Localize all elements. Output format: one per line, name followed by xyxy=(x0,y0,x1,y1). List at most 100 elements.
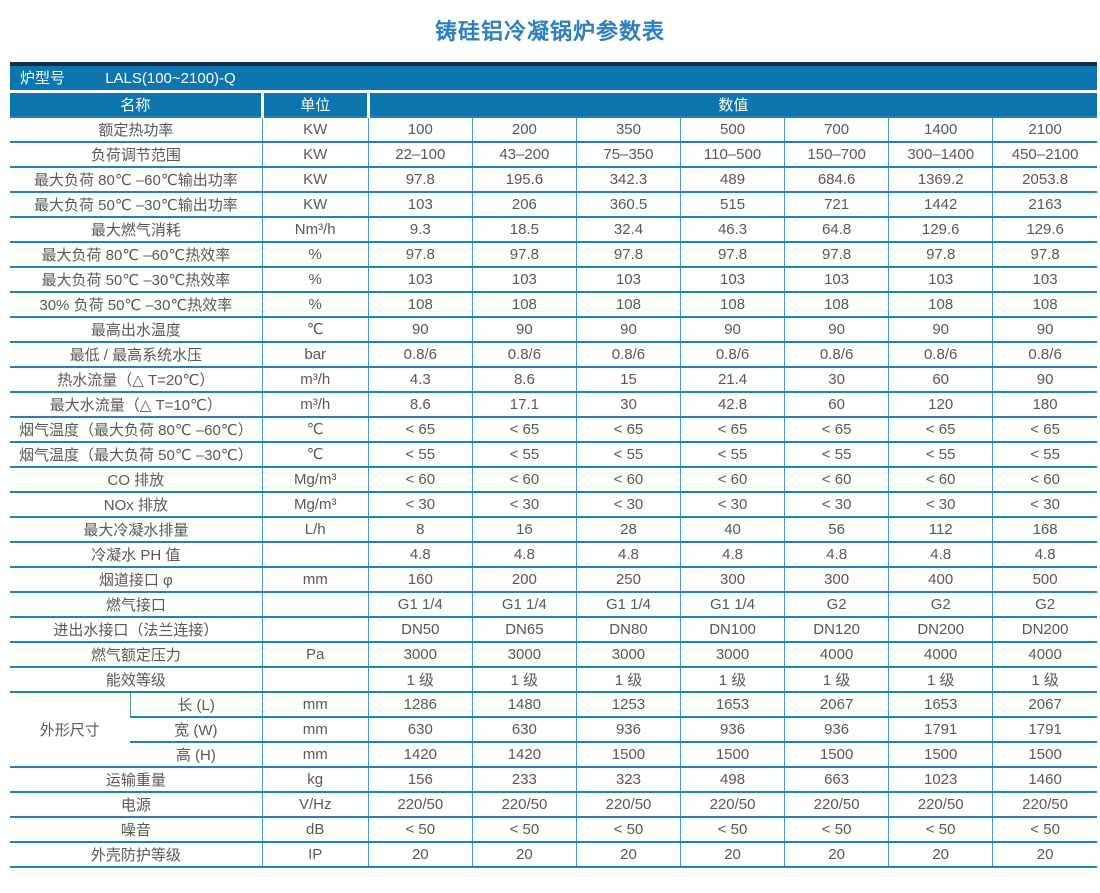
value-cell: 1 级 xyxy=(679,665,785,693)
unit-cell xyxy=(261,615,369,643)
value-cell: 90 xyxy=(992,315,1097,343)
value-cell: 112 xyxy=(888,515,993,543)
value-cell: 500 xyxy=(679,115,785,143)
value-cell: 108 xyxy=(367,290,473,318)
value-cell: G1 1/4 xyxy=(679,590,785,618)
value-cell: DN65 xyxy=(471,615,577,643)
value-cell: 721 xyxy=(784,190,889,218)
value-cell: 97.8 xyxy=(992,240,1097,268)
value-cell: 4000 xyxy=(992,640,1097,668)
value-cell: 1253 xyxy=(575,690,681,718)
row-name-cell: 运输重量 xyxy=(10,765,263,793)
table-row: 额定热功率 KW 100 200 350 500 700 1400 2100 xyxy=(10,115,1097,143)
value-cell: DN120 xyxy=(784,615,889,643)
value-cell: < 30 xyxy=(471,490,577,518)
value-cell: 4.8 xyxy=(784,540,889,568)
value-cell: 15 xyxy=(575,365,681,393)
value-cell: 108 xyxy=(784,290,889,318)
value-cell: < 55 xyxy=(888,440,993,468)
value-cell: 233 xyxy=(471,765,577,793)
value-cell: < 30 xyxy=(679,490,785,518)
value-cell: 342.3 xyxy=(575,165,681,193)
value-cell: 200 xyxy=(471,115,577,143)
value-cell: 0.8/6 xyxy=(367,340,473,368)
value-cell: 300 xyxy=(679,565,785,593)
unit-cell: % xyxy=(261,290,369,318)
value-cell: 8.6 xyxy=(471,365,577,393)
column-header-row: 名称 单位 数值 xyxy=(10,89,1097,117)
value-cell: < 55 xyxy=(575,440,681,468)
row-name-cell: NOx 排放 xyxy=(10,490,263,518)
row-name-cell: 燃气接口 xyxy=(10,590,263,618)
value-cell: 250 xyxy=(575,565,681,593)
value-cell: 100 xyxy=(367,115,473,143)
unit-cell: ℃ xyxy=(261,440,369,468)
unit-cell: Nm³/h xyxy=(261,215,369,243)
value-cell: < 65 xyxy=(367,415,473,443)
value-cell: 20 xyxy=(679,840,785,868)
value-cell: 30 xyxy=(575,390,681,418)
unit-cell: Pa xyxy=(261,640,369,668)
table-row: 噪音 dB < 50 < 50 < 50 < 50 < 50 < 50 < 50 xyxy=(10,815,1097,843)
value-cell: 1460 xyxy=(992,765,1097,793)
table-row: 最低 / 最高系统水压 bar 0.8/6 0.8/6 0.8/6 0.8/6 0.8/6 0… xyxy=(10,340,1097,368)
value-cell: 2067 xyxy=(992,690,1097,718)
row-name-cell: 烟道接口 φ xyxy=(10,565,263,593)
spec-table-container: 炉型号 LALS(100~2100)-Q 名称 单位 数值 额定热功率 KW 100… xyxy=(10,62,1097,868)
table-row: 最大负荷 50℃ –30℃输出功率 KW 103 206 360.5 515 721 1442… xyxy=(10,190,1097,218)
value-cell: < 50 xyxy=(575,815,681,843)
value-cell: 97.8 xyxy=(575,240,681,268)
value-cell: 90 xyxy=(679,315,785,343)
value-cell: 300 xyxy=(784,565,889,593)
value-cell: < 65 xyxy=(679,415,785,443)
value-cell: 0.8/6 xyxy=(471,340,577,368)
value-cell: < 65 xyxy=(992,415,1097,443)
value-cell: 3000 xyxy=(471,640,577,668)
table-row: 燃气接口 G1 1/4 G1 1/4 G1 1/4 G1 1/4 G2 G2 G2 xyxy=(10,590,1097,618)
value-cell: 103 xyxy=(992,265,1097,293)
value-cell: 1500 xyxy=(575,740,681,768)
value-cell: 150–700 xyxy=(784,140,889,168)
value-cell: < 60 xyxy=(471,465,577,493)
row-name-cell: 热水流量（△ T=20℃） xyxy=(10,365,263,393)
value-cell: 1 级 xyxy=(471,665,577,693)
value-cell: 110–500 xyxy=(679,140,785,168)
value-cell: 103 xyxy=(575,265,681,293)
value-cell: 220/50 xyxy=(679,790,785,818)
table-top-accent-bar xyxy=(10,62,1097,66)
value-cell: 4.8 xyxy=(367,540,473,568)
value-cell: DN100 xyxy=(679,615,785,643)
table-row: CO 排放 Mg/m³ < 60 < 60 < 60 < 60 < 60 < 60 < 60 xyxy=(10,465,1097,493)
value-cell: 103 xyxy=(784,265,889,293)
value-cell: < 60 xyxy=(888,465,993,493)
row-name-cell: 烟气温度（最大负荷 80℃ –60℃） xyxy=(10,415,263,443)
value-cell: 97.8 xyxy=(679,240,785,268)
row-name-cell: 最大负荷 50℃ –30℃输出功率 xyxy=(10,190,263,218)
table-row: 烟气温度（最大负荷 80℃ –60℃） ℃ < 65 < 65 < 65 < 65 < 65… xyxy=(10,415,1097,443)
row-name-cell: 最大水流量（△ T=10℃） xyxy=(10,390,263,418)
value-cell: < 50 xyxy=(367,815,473,843)
value-cell: 220/50 xyxy=(992,790,1097,818)
value-cell: 500 xyxy=(992,565,1097,593)
row-name-cell: 宽 (W) xyxy=(130,715,263,743)
value-cell: 17.1 xyxy=(471,390,577,418)
value-cell: 2067 xyxy=(784,690,889,718)
value-cell: G1 1/4 xyxy=(471,590,577,618)
unit-cell: % xyxy=(261,265,369,293)
value-cell: 3000 xyxy=(367,640,473,668)
table-row: 外形尺寸长 (L) mm 1286 1480 1253 1653 2067 1653 2067 xyxy=(10,690,1097,768)
unit-cell: KW xyxy=(261,115,369,143)
value-cell: 0.8/6 xyxy=(888,340,993,368)
value-cell: 1653 xyxy=(679,690,785,718)
value-cell: 64.8 xyxy=(784,215,889,243)
value-cell: 1420 xyxy=(367,740,473,768)
unit-cell: IP xyxy=(261,840,369,868)
value-cell: 103 xyxy=(367,190,473,218)
value-cell: 4000 xyxy=(784,640,889,668)
row-name-cell: 进出水接口（法兰连接） xyxy=(10,615,263,643)
unit-cell: Mg/m³ xyxy=(261,490,369,518)
value-cell: < 30 xyxy=(784,490,889,518)
model-label: 炉型号 xyxy=(20,70,66,88)
value-cell: 4.8 xyxy=(888,540,993,568)
value-cell: 20 xyxy=(471,840,577,868)
